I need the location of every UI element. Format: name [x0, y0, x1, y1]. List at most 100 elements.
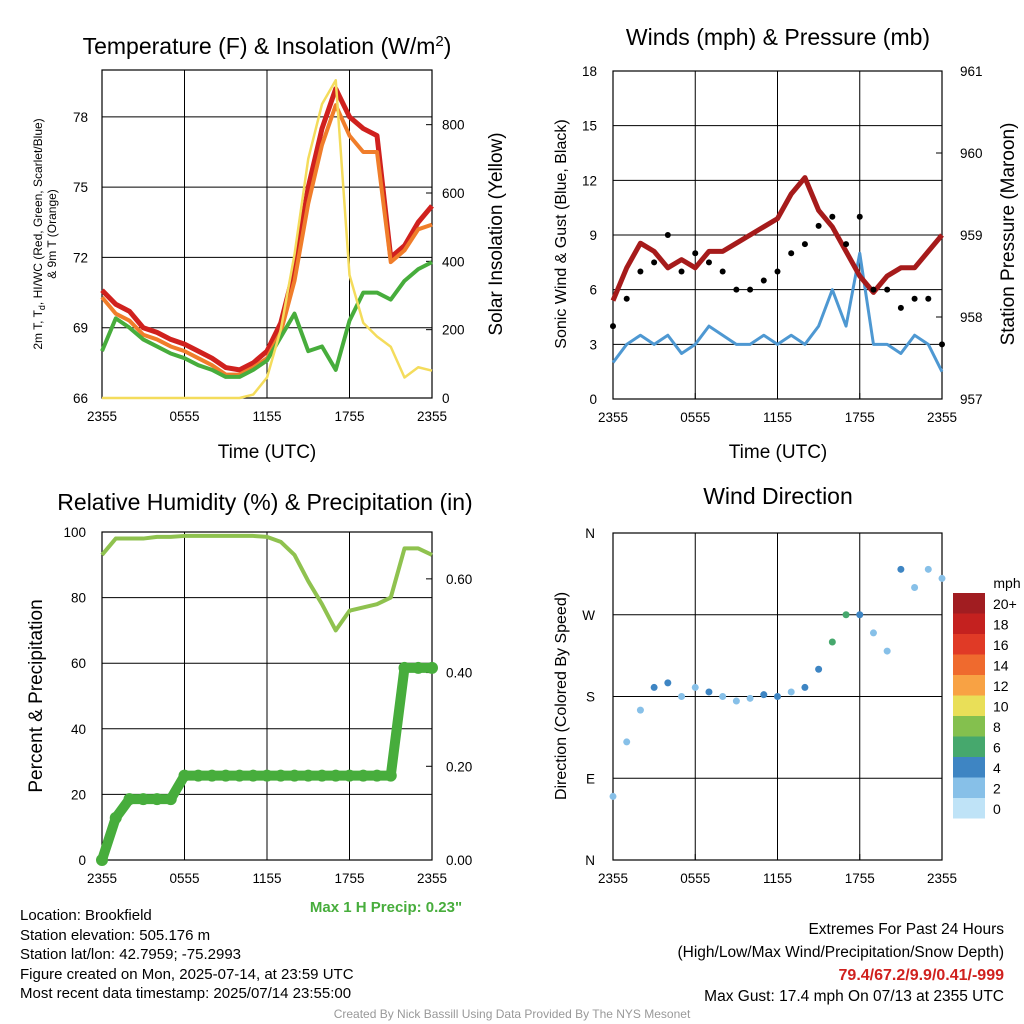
direction-point [924, 565, 932, 573]
chart-title: Winds (mph) & Pressure (mb) [626, 24, 930, 50]
y2-axis-label: Solar Insolation (Yellow) [486, 132, 507, 335]
direction-point [938, 574, 946, 582]
legend-label: 14 [993, 658, 1009, 674]
gust-point [610, 323, 616, 330]
y2-tick-label: 400 [442, 254, 465, 269]
y-tick-label: 100 [63, 525, 86, 540]
direction-point [705, 688, 713, 696]
gust-point [637, 268, 644, 275]
direction-point [732, 697, 740, 705]
plot-frame [101, 69, 433, 399]
series-line-pressure [610, 175, 944, 302]
credit-text: Created By Nick Bassill Using Data Provi… [333, 1007, 691, 1021]
x-tick-label: 1155 [763, 871, 792, 886]
x-tick-label: 1755 [334, 871, 364, 886]
y-tick-label: 9 [589, 228, 597, 243]
x-tick-label: 1755 [845, 410, 875, 425]
plot-frame [612, 532, 943, 861]
series-line-dewpoint [100, 260, 433, 379]
x-tick-label: 0555 [169, 871, 199, 886]
gust-point [815, 222, 822, 229]
direction-point [760, 691, 768, 699]
gust-point [856, 213, 863, 220]
legend-swatch [953, 634, 985, 655]
y2-tick-label: 959 [960, 228, 983, 243]
direction-point [856, 611, 864, 619]
gust-point [897, 304, 904, 311]
legend-swatch [953, 777, 985, 798]
gust-point [623, 295, 630, 302]
y-tick-label: 0 [78, 853, 86, 868]
location-text: Location: Brookfield [20, 907, 152, 924]
x-tick-label: 2355 [927, 410, 957, 425]
chart-title: Temperature (F) & Insolation (W/m2) [83, 33, 452, 59]
y-tick-label: 40 [71, 722, 86, 737]
direction-point [869, 629, 877, 637]
x-tick-label: 0555 [680, 871, 710, 886]
y-tick-label: W [582, 608, 595, 623]
extremes-title: Extremes For Past 24 Hours [808, 921, 1004, 938]
direction-point [828, 638, 836, 646]
gust-point [733, 286, 740, 293]
gust-point [911, 295, 918, 302]
legend-swatch [953, 593, 985, 614]
x-tick-label: 2355 [87, 409, 117, 424]
y-tick-label: 69 [73, 321, 88, 336]
gust-point [760, 277, 767, 284]
y-tick-label: N [585, 526, 595, 541]
legend-swatch [953, 757, 985, 778]
series-line-temp [100, 86, 434, 373]
legend-label: 0 [993, 801, 1001, 817]
gust-point [939, 341, 945, 348]
created-text: Figure created on Mon, 2025-07-14, at 23… [20, 965, 354, 983]
direction-point [842, 611, 850, 619]
gust-point [925, 295, 932, 302]
y-tick-label: 66 [73, 391, 88, 406]
y-tick-label: 3 [589, 337, 597, 352]
direction-point [774, 693, 781, 700]
x-tick-label: 0555 [680, 410, 710, 425]
gust-point [843, 241, 850, 248]
legend-swatch [953, 695, 985, 716]
x-tick-label: 1755 [334, 409, 364, 424]
x-tick-label: 1155 [763, 410, 792, 425]
gust-point [678, 268, 685, 275]
x-tick-label: 2355 [87, 871, 117, 886]
gust-point [829, 213, 836, 220]
recent-text: Most recent data timestamp: 2025/07/14 2… [20, 985, 352, 1002]
chart-title: Wind Direction [703, 483, 853, 509]
legend-swatch [953, 736, 985, 757]
legend-label: 10 [993, 699, 1009, 715]
y2-tick-label: 0.00 [446, 853, 472, 868]
legend-swatch [953, 654, 985, 675]
y2-tick-label: 0 [442, 391, 450, 406]
y2-tick-label: 0.60 [446, 572, 472, 587]
direction-point [787, 688, 795, 696]
direction-point [664, 679, 672, 687]
y2-tick-label: 0.20 [446, 759, 472, 774]
direction-point [815, 665, 823, 673]
gust-point [870, 286, 877, 293]
latlon-text: Station lat/lon: 42.7959; -75.2993 [20, 946, 242, 963]
y-tick-label: 6 [589, 283, 597, 298]
y-tick-label: E [586, 771, 595, 786]
direction-point [609, 792, 617, 800]
direction-point [911, 584, 919, 591]
gust-point [774, 268, 781, 275]
gust-point [884, 286, 891, 293]
y-axis-label: Direction (Colored By Speed) [553, 592, 570, 800]
gust-point [788, 250, 795, 257]
x-tick-label: 2355 [598, 871, 628, 886]
y-tick-label: 0 [589, 392, 597, 407]
y-axis-label-line2: & 9m T (Orange) [45, 189, 59, 279]
y-tick-label: 78 [73, 110, 88, 125]
x-tick-label: 1155 [252, 409, 281, 424]
legend-title: mph [993, 575, 1020, 591]
plot-frame [101, 531, 433, 861]
y2-tick-label: 200 [442, 323, 465, 338]
y-tick-label: 60 [71, 656, 86, 671]
y2-tick-label: 958 [960, 310, 983, 325]
legend-label: 18 [993, 617, 1009, 633]
direction-point [883, 647, 891, 655]
